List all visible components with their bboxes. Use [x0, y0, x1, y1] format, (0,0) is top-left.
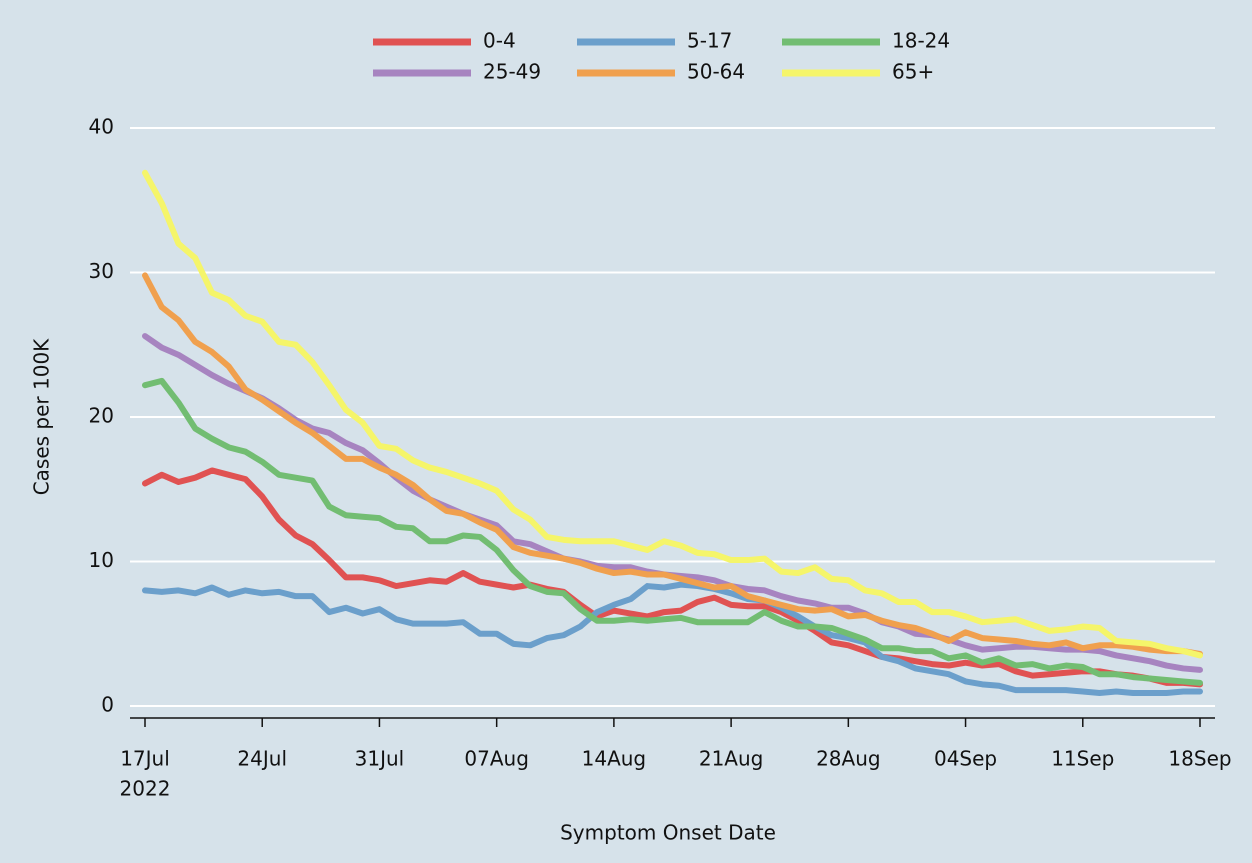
x-tick-label: 18Sep — [1168, 747, 1231, 771]
x-tick-label: 17Jul — [120, 747, 170, 771]
legend-label: 65+ — [892, 60, 934, 84]
x-tick-label: 21Aug — [699, 747, 764, 771]
y-tick-label: 0 — [101, 693, 114, 717]
legend-label: 0-4 — [483, 29, 516, 53]
series-line — [142, 467, 1203, 688]
series-line — [142, 272, 1203, 657]
y-axis-title: Cases per 100K — [30, 338, 54, 495]
x-tick-label: 04Sep — [934, 747, 997, 771]
x-tick-label: 07Aug — [464, 747, 529, 771]
y-tick-label: 40 — [89, 115, 114, 139]
legend-label: 50-64 — [687, 60, 745, 84]
series-line — [142, 169, 1203, 659]
legend-label: 25-49 — [483, 60, 541, 84]
x-tick-label: 24Jul — [237, 747, 287, 771]
y-tick-label: 20 — [89, 404, 114, 428]
x-tick-label: 11Sep — [1051, 747, 1114, 771]
series-line — [142, 377, 1203, 686]
legend-label: 18-24 — [892, 29, 950, 53]
x-tick-label: 14Aug — [582, 747, 647, 771]
x-tick-label: 28Aug — [816, 747, 881, 771]
series-line — [142, 581, 1203, 696]
x-tick-label: 31Jul — [355, 747, 405, 771]
y-tick-label: 30 — [89, 259, 114, 283]
y-tick-label: 10 — [89, 548, 114, 572]
legend-label: 5-17 — [687, 29, 732, 53]
x-axis-title: Symptom Onset Date — [560, 821, 776, 845]
x-tick-year: 2022 — [120, 777, 171, 801]
